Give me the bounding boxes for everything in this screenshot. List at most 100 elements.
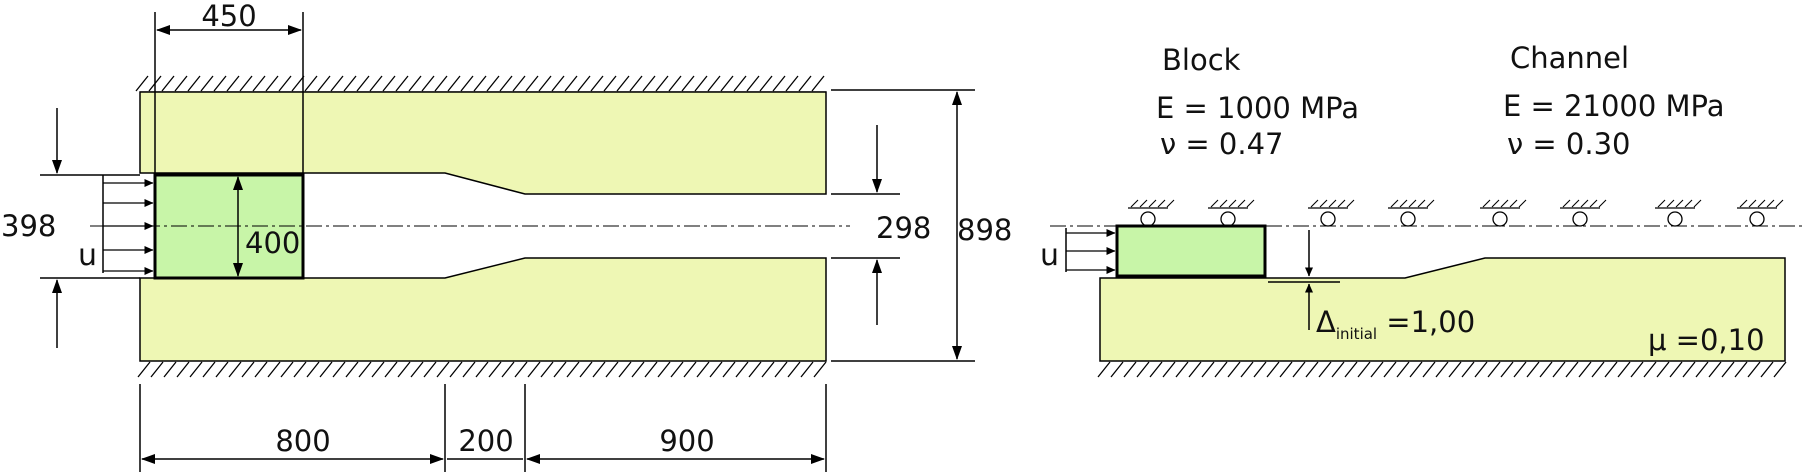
hatch-stroke: [681, 75, 695, 92]
hatch-stroke: [512, 75, 526, 92]
hatch-stroke: [1552, 361, 1566, 378]
hatch-stroke: [1201, 361, 1215, 378]
hatch-stroke: [800, 361, 814, 378]
dim-label-outlet-gap: 298: [876, 211, 931, 245]
hatch-stroke: [1292, 361, 1306, 378]
channel-half-body: [1099, 257, 1786, 362]
hatch-stroke: [382, 75, 396, 92]
hatch-stroke: [785, 75, 799, 92]
hatch-stroke: [577, 75, 591, 92]
friction-label: μ =0,10: [1648, 323, 1765, 357]
hatch-stroke: [722, 361, 736, 378]
hatch-stroke: [215, 361, 229, 378]
hatch-stroke: [720, 75, 734, 92]
hatch-stroke: [473, 75, 487, 92]
hatch-stroke: [319, 361, 333, 378]
hatch-stroke: [499, 75, 513, 92]
hatch-stroke: [657, 361, 671, 378]
hatch-stroke: [629, 75, 643, 92]
hatch-stroke: [1344, 361, 1358, 378]
hatch-stroke: [1162, 361, 1176, 378]
hatch-stroke: [1370, 361, 1384, 378]
hatch-stroke: [670, 361, 684, 378]
hatch-stroke: [1656, 361, 1670, 378]
hatch-stroke: [1136, 361, 1150, 378]
hatch-stroke: [213, 75, 227, 92]
hatch-stroke: [514, 361, 528, 378]
hatch-stroke: [748, 361, 762, 378]
roller-support: [1655, 199, 1702, 227]
hatch-stroke: [228, 361, 242, 378]
initial-gap-subscript: initial: [1336, 325, 1377, 343]
block-poisson: ν = 0.47: [1160, 127, 1284, 161]
roller-support: [1480, 199, 1527, 227]
hatch-stroke: [590, 75, 604, 92]
hatch-stroke: [267, 361, 281, 378]
hatch-stroke: [356, 75, 370, 92]
hatch-stroke: [449, 361, 463, 378]
hatch-stroke: [564, 75, 578, 92]
hatch-stroke: [163, 361, 177, 378]
hatch-stroke: [1513, 361, 1527, 378]
hatch-stroke: [1435, 361, 1449, 378]
hatch-stroke: [774, 361, 788, 378]
load-label-left: u: [78, 238, 97, 273]
hatch-stroke: [462, 361, 476, 378]
hatch-stroke: [1734, 361, 1748, 378]
bottom-wall-hatch: [137, 361, 827, 378]
hatch-stroke: [605, 361, 619, 378]
dim-label-outlet-length: 900: [659, 424, 714, 458]
block-title: Block: [1162, 43, 1241, 77]
hatch-stroke: [369, 75, 383, 92]
hatch-stroke: [1682, 361, 1696, 378]
hatch-stroke: [226, 75, 240, 92]
hatch-stroke: [1695, 361, 1709, 378]
hatch-stroke: [1539, 361, 1553, 378]
load-label-right: u: [1040, 238, 1059, 273]
hatch-stroke: [150, 361, 164, 378]
hatch-stroke: [1305, 361, 1319, 378]
hatch-stroke: [811, 75, 825, 92]
hatch-stroke: [408, 75, 422, 92]
hatch-stroke: [410, 361, 424, 378]
dim-label-block-width: 450: [201, 0, 256, 33]
hatch-stroke: [798, 75, 812, 92]
hatch-stroke: [566, 361, 580, 378]
dim-label-gap-height: 398: [1, 209, 56, 243]
hatch-stroke: [733, 75, 747, 92]
hatch-stroke: [1604, 361, 1618, 378]
hatch-stroke: [174, 75, 188, 92]
channel-poisson: ν = 0.30: [1507, 127, 1631, 161]
hatch-stroke: [1565, 361, 1579, 378]
channel-upper-body: [139, 91, 827, 195]
hatch-stroke: [1630, 361, 1644, 378]
hatch-stroke: [371, 361, 385, 378]
hatch-stroke: [1578, 361, 1592, 378]
hatch-stroke: [1461, 361, 1475, 378]
hatch-stroke: [345, 361, 359, 378]
hatch-stroke: [397, 361, 411, 378]
hatch-stroke: [707, 75, 721, 92]
hatch-stroke: [447, 75, 461, 92]
hatch-stroke: [616, 75, 630, 92]
hatch-stroke: [1526, 361, 1540, 378]
hatch-stroke: [787, 361, 801, 378]
hatch-stroke: [1448, 361, 1462, 378]
hatch-stroke: [1318, 361, 1332, 378]
hatch-stroke: [668, 75, 682, 92]
hatch-stroke: [551, 75, 565, 92]
hatch-stroke: [1669, 361, 1683, 378]
hatch-stroke: [1227, 361, 1241, 378]
hatch-stroke: [475, 361, 489, 378]
block-modulus: E = 1000 MPa: [1156, 91, 1359, 125]
hatch-stroke: [486, 75, 500, 92]
hatch-stroke: [434, 75, 448, 92]
hatch-stroke: [683, 361, 697, 378]
hatch-stroke: [304, 75, 318, 92]
right-view: Block E = 1000 MPa ν = 0.47 Channel E = …: [1040, 41, 1804, 378]
roller-support: [1128, 199, 1175, 227]
hatch-stroke: [1747, 361, 1761, 378]
hatch-stroke: [306, 361, 320, 378]
hatch-stroke: [265, 75, 279, 92]
hatch-stroke: [241, 361, 255, 378]
